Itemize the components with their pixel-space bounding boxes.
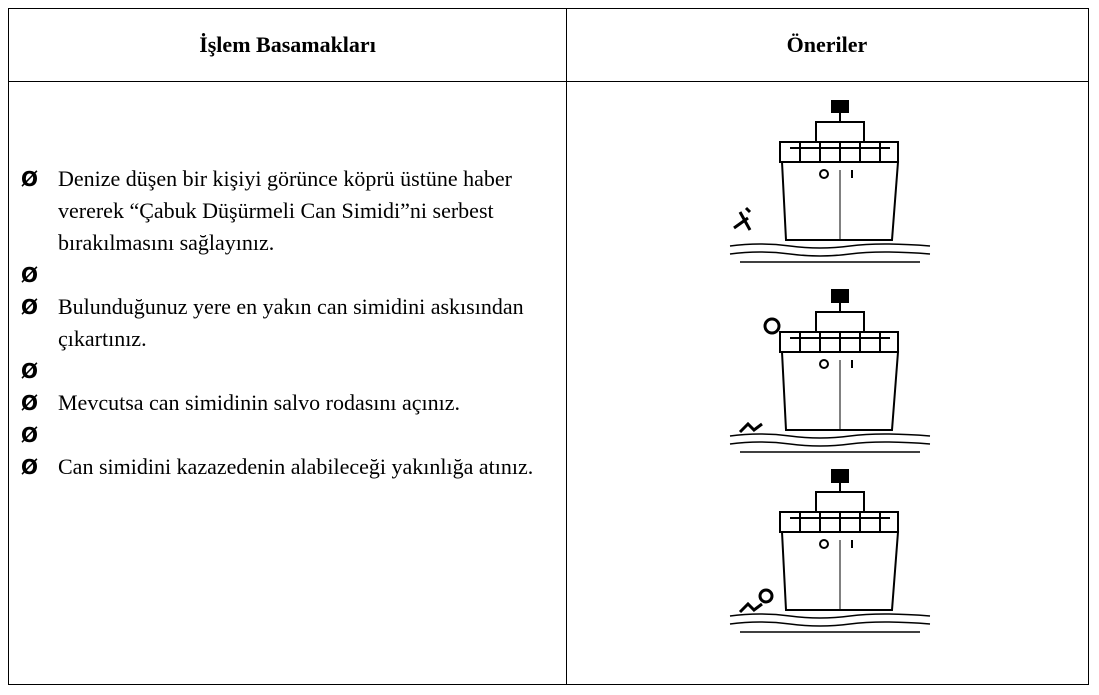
bullet: Ø	[21, 359, 39, 383]
bullet: Ø	[21, 391, 39, 415]
list-item: Ø	[21, 355, 551, 387]
bullet: Ø	[21, 423, 39, 447]
ship-illustration	[729, 289, 931, 453]
list-item: Ø	[21, 259, 551, 291]
list-item: Ø Mevcutsa can simidinin salvo rodasını a…	[21, 387, 551, 419]
step-text: Can simidini kazazedenin alabileceği yak…	[58, 454, 534, 479]
header-row	[9, 9, 1088, 82]
bullet: Ø	[21, 263, 39, 287]
header-cell: İşlem Basamakları	[199, 32, 376, 57]
bullet: Ø	[21, 295, 39, 319]
header-cell: Öneriler	[786, 32, 868, 57]
ship-illustration	[729, 469, 931, 633]
bullet: Ø	[21, 455, 39, 479]
column-divider	[566, 9, 567, 684]
list-item: Ø Can simidini kazazedenin alabileceği ya…	[21, 451, 551, 483]
step-text: Mevcutsa can simidinin salvo rodasını aç…	[58, 390, 461, 415]
list-item: Ø Bulunduğunuz yere en yakın can simidini…	[21, 291, 551, 355]
step-text: Bulunduğunuz yere en yakın can simidini …	[58, 294, 524, 351]
bullet: Ø	[21, 167, 39, 191]
list-item: Ø	[21, 419, 551, 451]
step-text: Denize düşen bir kişiyi görünce köprü üs…	[58, 166, 512, 255]
ship-illustration	[729, 100, 931, 263]
illustrations	[729, 100, 931, 633]
table: İşlem Basamakları Öneriler Ø Denize düşen…	[8, 8, 1089, 685]
step-list: Ø Denize düşen bir kişiyi görünce köprü ü…	[21, 163, 551, 483]
list-item: Ø Denize düşen bir kişiyi görünce köprü ü…	[21, 163, 551, 259]
